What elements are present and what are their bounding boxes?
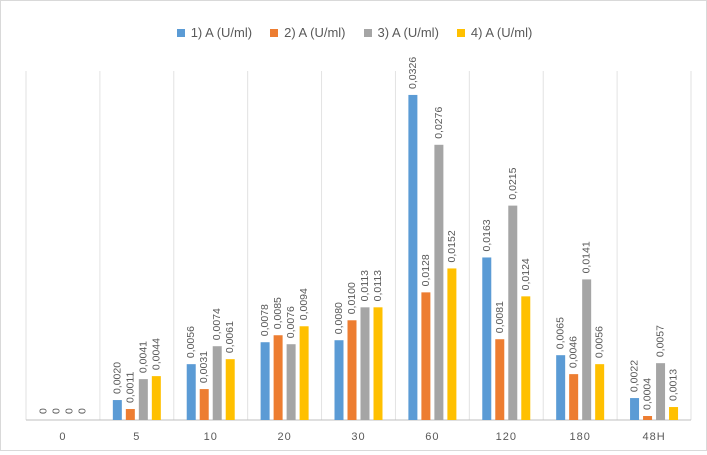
x-tick-label: 5	[133, 431, 140, 443]
legend-item-series-2: 2) A (U/ml)	[270, 25, 346, 40]
bar	[582, 279, 592, 420]
data-label: 0,0152	[446, 230, 458, 262]
bar	[225, 359, 235, 420]
x-tick-label: 0	[59, 431, 66, 443]
bar	[151, 376, 161, 420]
data-label: 0,0163	[481, 219, 493, 251]
x-tick-label: 60	[425, 431, 439, 443]
bar	[373, 307, 383, 420]
x-tick-label: 20	[277, 431, 291, 443]
bar	[669, 407, 679, 420]
data-label: 0,0041	[137, 341, 149, 373]
data-label: 0,0061	[224, 321, 236, 353]
bar	[360, 307, 370, 420]
legend-swatch-series-4	[456, 28, 465, 37]
bar	[112, 400, 122, 420]
bar	[482, 257, 492, 420]
data-label: 0,0124	[520, 258, 532, 290]
data-label: 0,0081	[494, 301, 506, 333]
bar	[643, 416, 653, 420]
bar	[556, 355, 566, 420]
legend-swatch-series-2	[270, 28, 279, 37]
bar	[286, 344, 296, 420]
data-label: 0,0056	[594, 326, 606, 358]
legend-label-series-1: 1) A (U/ml)	[190, 25, 253, 40]
bar	[138, 379, 148, 420]
data-label: 0,0031	[198, 351, 210, 383]
legend-item-series-4: 4) A (U/ml)	[456, 25, 533, 40]
bar	[212, 346, 222, 420]
bar	[273, 335, 283, 420]
bar	[434, 144, 444, 420]
bar	[421, 292, 431, 420]
data-label: 0,0065	[555, 317, 567, 349]
data-label: 0	[50, 408, 62, 414]
legend-item-series-3: 3) A (U/ml)	[363, 25, 439, 40]
data-label: 0,0100	[346, 282, 358, 314]
data-label: 0,0056	[185, 326, 197, 358]
bar	[299, 326, 309, 420]
data-label: 0,0078	[259, 304, 271, 336]
bar	[334, 340, 344, 420]
data-label: 0,0141	[581, 241, 593, 273]
data-label: 0,0128	[420, 254, 432, 286]
bar	[408, 94, 418, 420]
data-label: 0,0013	[668, 369, 680, 401]
bar	[595, 364, 605, 420]
bar	[447, 268, 457, 420]
data-label: 0,0044	[150, 338, 162, 370]
bar	[630, 398, 640, 420]
legend-label-series-4: 4) A (U/ml)	[470, 25, 533, 40]
legend-label-series-2: 2) A (U/ml)	[284, 25, 346, 40]
data-label: 0,0094	[298, 288, 310, 320]
data-label: 0	[63, 408, 75, 414]
data-label: 0	[37, 408, 49, 414]
data-label: 0,0074	[211, 308, 223, 340]
bar	[186, 364, 196, 420]
data-label: 0,0276	[433, 107, 445, 139]
data-label: 0,0022	[629, 360, 641, 392]
bar	[199, 389, 209, 420]
data-label: 0,0085	[272, 297, 284, 329]
bar	[347, 320, 357, 420]
data-label: 0	[76, 408, 88, 414]
legend-swatch-series-1	[176, 28, 185, 37]
data-label: 0,0020	[111, 362, 123, 394]
bar	[569, 374, 579, 420]
x-tick-label: 10	[204, 431, 218, 443]
legend-item-series-1: 1) A (U/ml)	[176, 25, 253, 40]
data-label: 0,0046	[568, 336, 580, 368]
data-label: 0,0113	[359, 270, 371, 301]
bar	[260, 342, 270, 420]
data-label: 0,0057	[655, 325, 667, 357]
legend-label-series-3: 3) A (U/ml)	[377, 25, 439, 40]
data-label: 0,0080	[333, 302, 345, 334]
x-tick-label: 180	[569, 431, 590, 443]
bar	[521, 296, 531, 420]
data-label: 0,0326	[407, 57, 419, 89]
x-tick-label: 120	[496, 431, 517, 443]
legend: 1) A (U/ml) 2) A (U/ml) 3) A (U/ml) 4) A…	[1, 25, 707, 40]
bar	[508, 205, 518, 420]
data-label: 0,0004	[642, 378, 654, 410]
data-label: 0,0011	[124, 372, 136, 403]
x-tick-label: 30	[351, 431, 365, 443]
data-label: 0,0215	[507, 167, 519, 199]
x-tick-label: 48H	[642, 431, 665, 443]
data-label: 0,0113	[372, 270, 384, 301]
bar	[495, 339, 505, 420]
bar	[125, 409, 135, 420]
data-label: 0,0076	[285, 306, 297, 338]
legend-swatch-series-3	[363, 28, 372, 37]
bar	[656, 363, 666, 420]
